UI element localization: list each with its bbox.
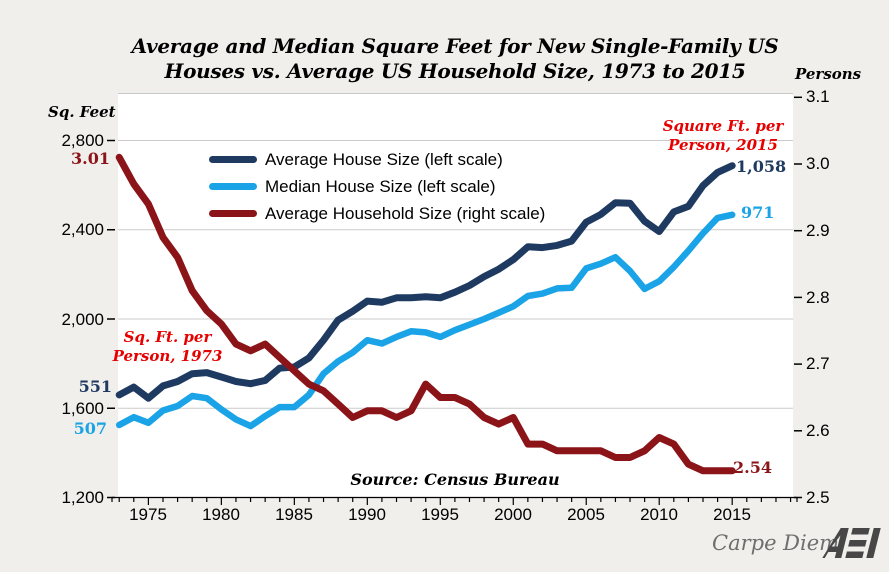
annotation-sqft-per-person-1973-note: Sq. Ft. per Person, 1973 — [105, 328, 230, 365]
annotation-note-line1: Sq. Ft. per — [123, 328, 212, 346]
chart-title-line2: Houses vs. Average US Household Size, 19… — [164, 59, 746, 83]
left-axis-title: Sq. Feet — [48, 103, 116, 121]
right-tick-2-6: 2.6 — [806, 421, 830, 440]
right-tick-2-5: 2.5 — [806, 488, 830, 507]
x-tick-1975: 1975 — [129, 505, 167, 524]
annotation-note-line1: Square Ft. per — [662, 117, 784, 135]
left-tick-1600: 1,600 — [61, 399, 104, 418]
x-tick-2005: 2005 — [567, 505, 605, 524]
x-tick-1980: 1980 — [202, 505, 240, 524]
carpe-diem-credit: Carpe Diem — [712, 531, 840, 555]
legend-label: Average House Size (left scale) — [265, 149, 503, 169]
aei-logo — [822, 528, 881, 558]
legend-label: Median House Size (left scale) — [265, 176, 496, 196]
left-tick-2400: 2,400 — [61, 220, 104, 239]
left-tick-1200: 1,200 — [61, 488, 104, 507]
x-tick-2015: 2015 — [713, 505, 751, 524]
chart-title: Average and Median Square Feet for New S… — [55, 34, 855, 84]
x-tick-1995: 1995 — [421, 505, 459, 524]
right-tick-3-1: 3.1 — [806, 87, 830, 106]
legend-item-average-household-size: Average Household Size (right scale) — [209, 200, 545, 227]
legend-label: Average Household Size (right scale) — [265, 203, 546, 223]
x-tick-1985: 1985 — [275, 505, 313, 524]
annotation-median-sqft-per-person-2015: 971 — [741, 203, 775, 222]
right-tick-2-8: 2.8 — [806, 288, 830, 307]
legend-item-median-house-size: Median House Size (left scale) — [209, 173, 545, 200]
annotation-median-sqft-per-person-1973: 507 — [73, 419, 107, 438]
right-axis-title: Persons — [795, 65, 862, 83]
x-tick-1990: 1990 — [348, 505, 386, 524]
right-tick-3-0: 3.0 — [806, 154, 830, 173]
chart-title-line1: Average and Median Square Feet for New S… — [131, 34, 779, 58]
annotation-sqft-per-person-2015-note: Square Ft. per Person, 2015 — [660, 117, 786, 154]
legend-line-swatch-blue — [209, 183, 257, 190]
left-tick-2000: 2,000 — [61, 310, 104, 329]
legend-item-average-house-size: Average House Size (left scale) — [209, 146, 545, 173]
legend-line-swatch-darkred — [209, 210, 257, 217]
annotation-household-1973: 3.01 — [71, 149, 110, 168]
x-tick-2000: 2000 — [494, 505, 532, 524]
annotation-household-2015: 2.54 — [733, 458, 772, 477]
legend: Average House Size (left scale) Median H… — [209, 146, 545, 227]
annotation-avg-sqft-per-person-1973: 551 — [78, 377, 112, 396]
legend-line-swatch-navy — [209, 156, 257, 163]
annotation-note-line2: Person, 1973 — [112, 346, 223, 365]
source-note: Source: Census Bureau — [350, 470, 560, 489]
x-tick-2010: 2010 — [640, 505, 678, 524]
left-tick-2800: 2,800 — [61, 131, 104, 150]
right-tick-2-7: 2.7 — [806, 354, 830, 373]
right-tick-2-9: 2.9 — [806, 221, 830, 240]
annotation-avg-sqft-per-person-2015: 1,058 — [736, 157, 787, 176]
annotation-note-line2: Person, 2015 — [668, 135, 778, 154]
